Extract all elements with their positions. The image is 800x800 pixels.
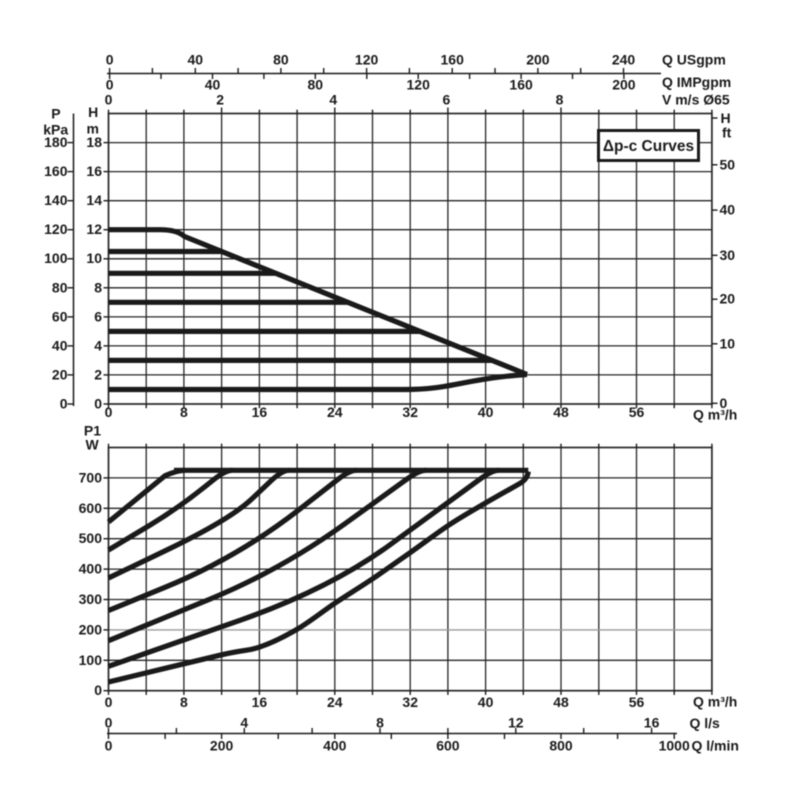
svg-text:40: 40 bbox=[205, 77, 221, 93]
svg-text:0: 0 bbox=[106, 77, 114, 93]
svg-text:140: 140 bbox=[44, 192, 68, 208]
svg-text:400: 400 bbox=[323, 738, 347, 754]
svg-text:800: 800 bbox=[549, 738, 573, 754]
svg-text:Q m³/h: Q m³/h bbox=[693, 407, 737, 423]
svg-text:600: 600 bbox=[79, 500, 103, 516]
svg-text:200: 200 bbox=[526, 52, 550, 68]
svg-text:0: 0 bbox=[105, 738, 113, 754]
svg-text:2: 2 bbox=[94, 366, 102, 382]
svg-text:6: 6 bbox=[94, 308, 102, 324]
svg-text:0: 0 bbox=[720, 395, 728, 411]
svg-text:H: H bbox=[88, 104, 98, 120]
svg-text:6: 6 bbox=[443, 92, 451, 108]
svg-text:ft: ft bbox=[722, 125, 732, 141]
svg-text:8: 8 bbox=[180, 694, 188, 710]
svg-text:16: 16 bbox=[86, 163, 102, 179]
svg-text:32: 32 bbox=[402, 404, 418, 420]
svg-text:160: 160 bbox=[44, 163, 68, 179]
svg-text:180: 180 bbox=[44, 134, 68, 150]
svg-text:0: 0 bbox=[105, 715, 113, 731]
svg-text:160: 160 bbox=[441, 52, 465, 68]
svg-text:100: 100 bbox=[44, 250, 68, 266]
svg-text:100: 100 bbox=[79, 652, 103, 668]
svg-text:12: 12 bbox=[508, 715, 524, 731]
svg-text:0: 0 bbox=[106, 52, 114, 68]
svg-text:0: 0 bbox=[94, 396, 102, 412]
svg-text:80: 80 bbox=[52, 279, 68, 295]
svg-text:48: 48 bbox=[553, 404, 569, 420]
svg-text:V m/s Ø65: V m/s Ø65 bbox=[662, 92, 730, 108]
svg-text:24: 24 bbox=[327, 404, 343, 420]
svg-text:P1: P1 bbox=[84, 423, 101, 439]
svg-text:48: 48 bbox=[553, 694, 569, 710]
svg-text:4: 4 bbox=[94, 337, 102, 353]
svg-text:400: 400 bbox=[79, 561, 103, 577]
svg-text:2: 2 bbox=[216, 92, 224, 108]
svg-text:16: 16 bbox=[252, 404, 268, 420]
svg-text:160: 160 bbox=[509, 77, 533, 93]
svg-text:40: 40 bbox=[188, 52, 204, 68]
svg-text:10: 10 bbox=[86, 250, 102, 266]
svg-text:0: 0 bbox=[105, 404, 113, 420]
svg-text:120: 120 bbox=[355, 52, 379, 68]
svg-text:0: 0 bbox=[105, 694, 113, 710]
svg-text:200: 200 bbox=[612, 77, 636, 93]
svg-text:10: 10 bbox=[720, 335, 736, 351]
svg-text:Q IMPgpm: Q IMPgpm bbox=[662, 74, 731, 90]
svg-text:12: 12 bbox=[86, 221, 102, 237]
svg-text:56: 56 bbox=[629, 404, 645, 420]
svg-text:32: 32 bbox=[402, 694, 418, 710]
svg-text:50: 50 bbox=[720, 156, 736, 172]
svg-text:8: 8 bbox=[94, 279, 102, 295]
svg-text:Q l/min: Q l/min bbox=[692, 738, 739, 754]
svg-text:Q m³/h: Q m³/h bbox=[693, 694, 737, 710]
svg-text:56: 56 bbox=[629, 694, 645, 710]
svg-text:40: 40 bbox=[478, 404, 494, 420]
svg-text:200: 200 bbox=[210, 738, 234, 754]
svg-text:Q USgpm: Q USgpm bbox=[662, 52, 726, 68]
svg-text:1000: 1000 bbox=[659, 738, 690, 754]
svg-text:40: 40 bbox=[478, 694, 494, 710]
svg-text:700: 700 bbox=[79, 469, 103, 485]
svg-text:18: 18 bbox=[86, 134, 102, 150]
svg-text:4: 4 bbox=[240, 715, 248, 731]
svg-text:m: m bbox=[86, 121, 98, 137]
svg-text:16: 16 bbox=[252, 694, 268, 710]
svg-text:kPa: kPa bbox=[43, 122, 68, 138]
svg-text:40: 40 bbox=[52, 337, 68, 353]
svg-text:300: 300 bbox=[79, 591, 103, 607]
svg-text:500: 500 bbox=[79, 530, 103, 546]
svg-text:30: 30 bbox=[720, 247, 736, 263]
svg-text:20: 20 bbox=[720, 291, 736, 307]
svg-text:120: 120 bbox=[44, 221, 68, 237]
svg-text:40: 40 bbox=[720, 202, 736, 218]
svg-text:Δp-c Curves: Δp-c Curves bbox=[603, 138, 694, 155]
svg-text:600: 600 bbox=[436, 738, 460, 754]
svg-text:240: 240 bbox=[612, 52, 636, 68]
svg-text:60: 60 bbox=[52, 308, 68, 324]
svg-text:0: 0 bbox=[60, 396, 68, 412]
svg-text:8: 8 bbox=[556, 92, 564, 108]
svg-text:80: 80 bbox=[273, 52, 289, 68]
svg-text:8: 8 bbox=[180, 404, 188, 420]
svg-text:16: 16 bbox=[644, 715, 660, 731]
svg-text:W: W bbox=[85, 437, 99, 453]
svg-text:24: 24 bbox=[327, 694, 343, 710]
svg-text:120: 120 bbox=[407, 77, 431, 93]
svg-text:80: 80 bbox=[308, 77, 324, 93]
svg-text:P: P bbox=[51, 105, 60, 121]
svg-text:200: 200 bbox=[79, 621, 103, 637]
svg-text:4: 4 bbox=[329, 92, 337, 108]
svg-text:14: 14 bbox=[86, 192, 102, 208]
svg-text:0: 0 bbox=[94, 682, 102, 698]
svg-text:20: 20 bbox=[52, 366, 68, 382]
svg-text:Q l/s: Q l/s bbox=[690, 715, 721, 731]
svg-text:H: H bbox=[721, 110, 731, 126]
svg-text:0: 0 bbox=[105, 92, 113, 108]
svg-text:8: 8 bbox=[376, 715, 384, 731]
